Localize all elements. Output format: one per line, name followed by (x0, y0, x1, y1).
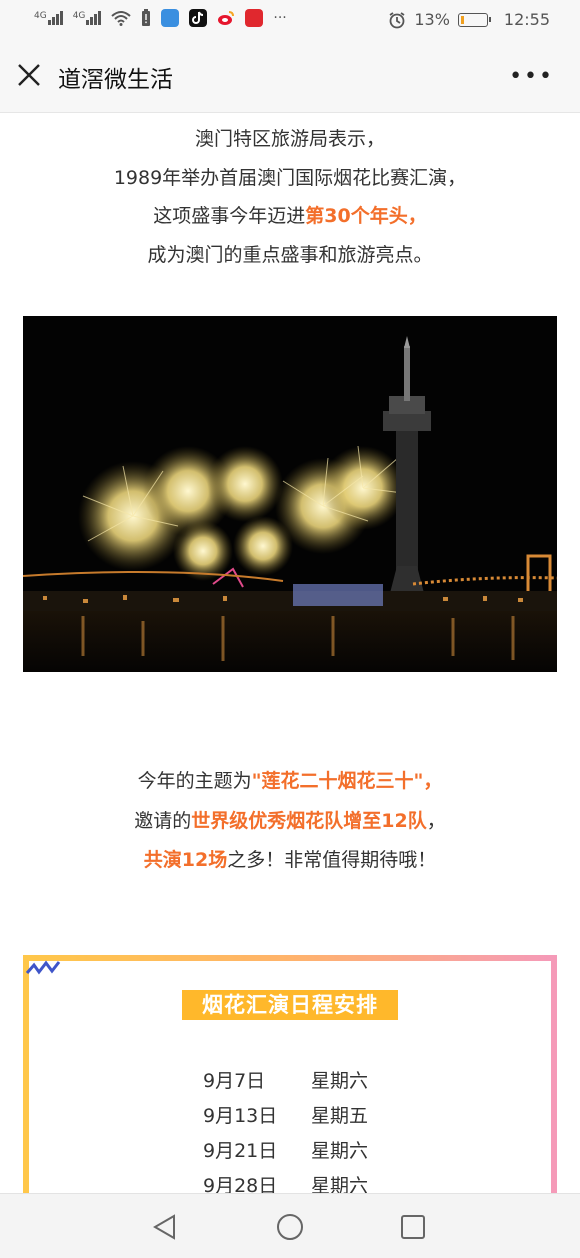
theme-text: 今年的主题为 (137, 770, 252, 792)
highlight-text: 第30个年头， (305, 205, 427, 227)
schedule-row: 9月28日 星期六 (203, 1171, 368, 1198)
theme-paragraph: 今年的主题为"莲花二十烟花三十"， 邀请的世界级优秀烟花队增至12队， 共演12… (0, 762, 580, 881)
tiktok-icon (189, 9, 208, 27)
more-notifications-indicator: ··· (273, 10, 287, 26)
intro-line: 澳门特区旅游局表示， (194, 128, 385, 150)
signal-icon: 4G (73, 11, 102, 25)
title-bar: 道滘微生活 ••• (0, 40, 580, 113)
battery-fill (460, 15, 464, 24)
status-right: 13% 12:55 (388, 10, 550, 29)
signal-icon: 4G (34, 11, 63, 25)
alert-icon (142, 9, 151, 26)
schedule-title: 烟花汇演日程安排 (182, 990, 398, 1020)
highlight-text: 世界级优秀烟花队增至12队 (191, 809, 427, 832)
signal-label: 4G (72, 11, 86, 21)
signal-label: 4G (34, 11, 47, 21)
status-left: 4G 4G ··· (34, 9, 287, 27)
alarm-icon (389, 11, 405, 28)
recent-square-icon[interactable] (398, 1212, 428, 1242)
intro-paragraph: 澳门特区旅游局表示， 1989年举办首届澳门国际烟花比赛汇演， 这项盛事今年迈进… (0, 113, 580, 274)
system-navigation-bar (0, 1193, 580, 1258)
theme-text: ， (426, 809, 446, 832)
highlight-text: 莲花二十烟花三十 (261, 770, 414, 792)
back-triangle-icon[interactable] (150, 1212, 180, 1242)
home-circle-icon[interactable] (275, 1212, 305, 1242)
status-time: 12:55 (503, 10, 550, 29)
intro-line: 这项盛事今年迈进第30个年头， (0, 197, 580, 236)
zigzag-decoration-icon (25, 960, 61, 975)
schedule-weekday: 星期六 (311, 1070, 369, 1092)
quote-mark: " (251, 770, 262, 792)
news-app-icon (245, 9, 264, 27)
schedule-row: 9月21日 星期六 (203, 1136, 368, 1163)
highlight-text: 共演12场 (143, 849, 228, 871)
theme-line: 共演12场之多！非常值得期待哦！ (0, 841, 580, 881)
battery-icon (457, 12, 491, 27)
wifi-icon (111, 11, 132, 26)
weibo-icon (218, 11, 235, 25)
quote-mark: "， (413, 770, 443, 792)
intro-line: 1989年举办首届澳门国际烟花比赛汇演， (113, 166, 467, 189)
schedule-weekday: 星期五 (311, 1105, 369, 1127)
fireworks-photo (23, 316, 557, 672)
theme-text: 邀请的 (134, 809, 192, 832)
schedule-date: 9月7日 (203, 1070, 266, 1092)
schedule-card: 烟花汇演日程安排 9月7日 星期六 9月13日 星期五 9月21日 星期六 9月… (23, 955, 557, 1215)
status-bar: 4G 4G ··· 13% 12:55 (0, 0, 580, 40)
intro-line: 成为澳门的重点盛事和旅游亮点。 (147, 243, 433, 266)
intro-text: 这项盛事今年迈进 (153, 205, 306, 227)
app-notification-icon (161, 9, 180, 27)
page-title: 道滘微生活 (58, 67, 173, 93)
schedule-weekday: 星期六 (311, 1140, 369, 1162)
theme-line: 今年的主题为"莲花二十烟花三十"， (0, 762, 580, 802)
theme-text: 之多！非常值得期待哦！ (227, 849, 437, 871)
battery-percent: 13% (414, 10, 450, 29)
schedule-date: 9月21日 (203, 1140, 278, 1162)
fireworks-illustration (23, 316, 557, 672)
schedule-row: 9月7日 星期六 (203, 1066, 368, 1093)
schedule-row: 9月13日 星期五 (203, 1101, 368, 1128)
close-icon[interactable] (16, 62, 42, 88)
schedule-weekday: 星期六 (311, 1175, 369, 1197)
article-content: 澳门特区旅游局表示， 1989年举办首届澳门国际烟花比赛汇演， 这项盛事今年迈进… (0, 113, 580, 274)
schedule-date: 9月28日 (203, 1175, 278, 1197)
more-icon[interactable]: ••• (509, 64, 554, 89)
theme-line: 邀请的世界级优秀烟花队增至12队， (0, 802, 580, 842)
schedule-date: 9月13日 (203, 1105, 278, 1127)
